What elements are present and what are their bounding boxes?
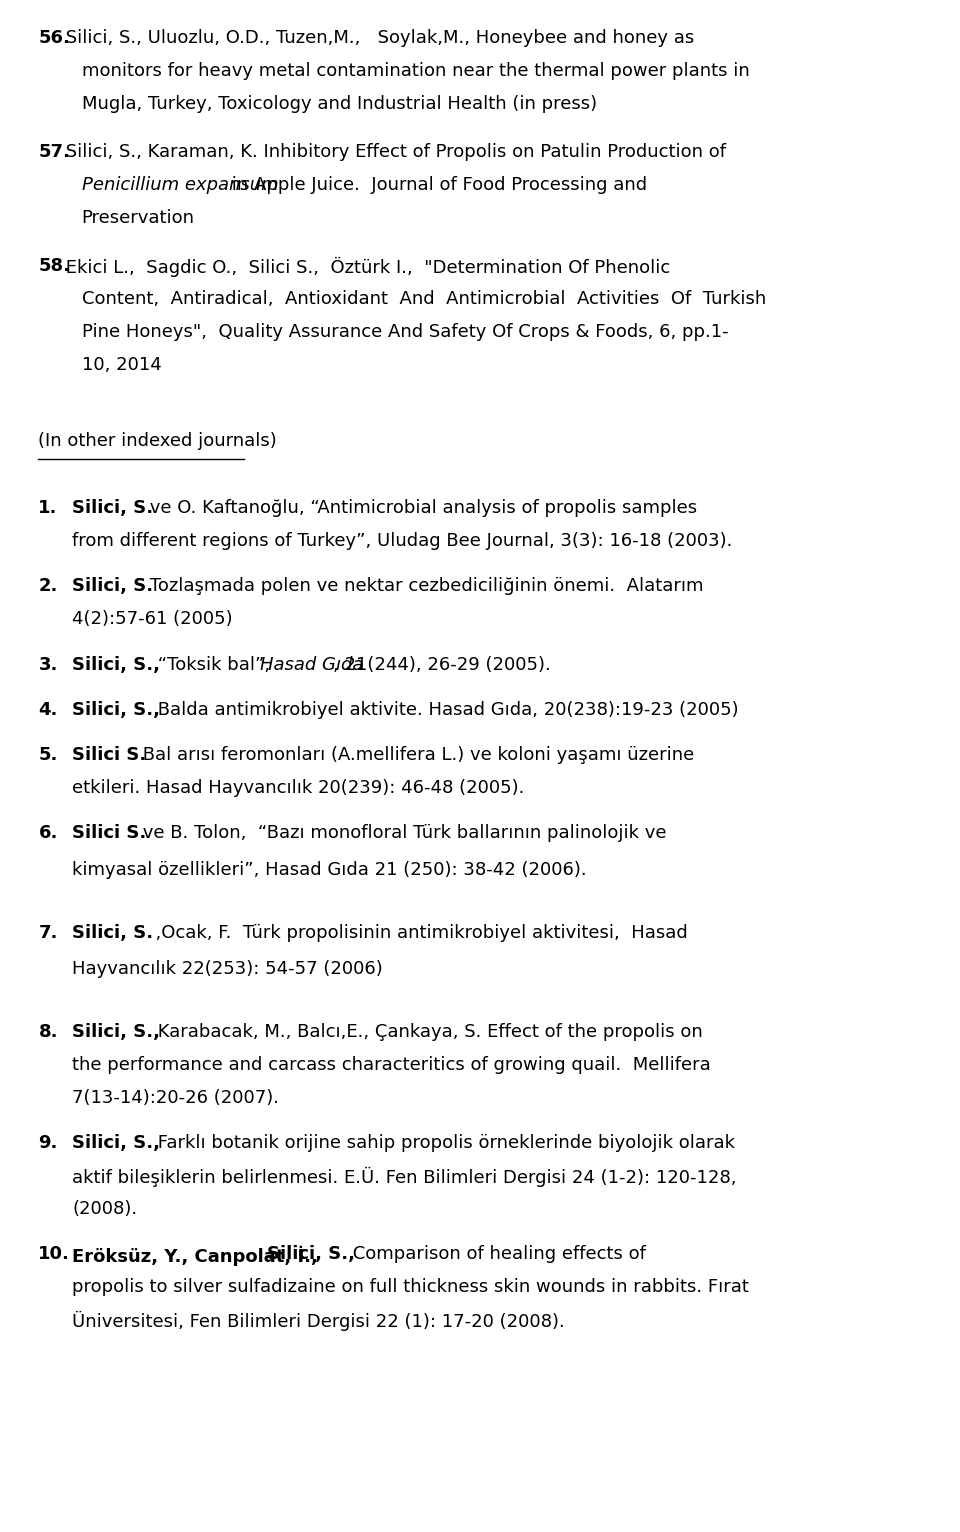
Text: Silici, S.: Silici, S. [72, 924, 154, 942]
Text: 8.: 8. [38, 1023, 58, 1042]
Text: Mugla, Turkey, Toxicology and Industrial Health (in press): Mugla, Turkey, Toxicology and Industrial… [82, 95, 597, 113]
Text: Üniversitesi, Fen Bilimleri Dergisi 22 (1): 17-20 (2008).: Üniversitesi, Fen Bilimleri Dergisi 22 (… [72, 1311, 564, 1331]
Text: 1.: 1. [38, 499, 58, 518]
Text: Silici, S.: Silici, S. [72, 499, 154, 518]
Text: 4.: 4. [38, 700, 58, 719]
Text: Preservation: Preservation [82, 208, 195, 227]
Text: Silici S.: Silici S. [72, 746, 146, 764]
Text: (In other indexed journals): (In other indexed journals) [38, 432, 277, 450]
Text: Silici, S.,: Silici, S., [268, 1246, 355, 1264]
Text: Silici, S.,: Silici, S., [72, 700, 160, 719]
Text: 3.: 3. [38, 656, 58, 674]
Text: Silici, S., Karaman, K. Inhibitory Effect of Propolis on Patulin Production of: Silici, S., Karaman, K. Inhibitory Effec… [60, 142, 726, 161]
Text: 7(13-14):20-26 (2007).: 7(13-14):20-26 (2007). [72, 1089, 279, 1108]
Text: “Toksik bal”,: “Toksik bal”, [152, 656, 276, 674]
Text: ,Ocak, F.  Türk propolisinin antimikrobiyel aktivitesi,  Hasad: ,Ocak, F. Türk propolisinin antimikrobiy… [144, 924, 688, 942]
Text: aktif bileşiklerin belirlenmesi. E.Ü. Fen Bilimleri Dergisi 24 (1-2): 120-128,: aktif bileşiklerin belirlenmesi. E.Ü. Fe… [72, 1167, 736, 1187]
Text: Silici, S.,: Silici, S., [72, 1134, 160, 1152]
Text: from different regions of Turkey”, Uludag Bee Journal, 3(3): 16-18 (2003).: from different regions of Turkey”, Uluda… [72, 532, 732, 550]
Text: Silici, S.,: Silici, S., [72, 1023, 160, 1042]
Text: ve O. Kaftanoğlu, “Antimicrobial analysis of propolis samples: ve O. Kaftanoğlu, “Antimicrobial analysi… [144, 499, 698, 518]
Text: Silici S.: Silici S. [72, 824, 146, 843]
Text: 10, 2014: 10, 2014 [82, 355, 161, 374]
Text: 56.: 56. [38, 29, 70, 47]
Text: Comparison of healing effects of: Comparison of healing effects of [348, 1246, 646, 1264]
Text: Farklı botanik orijine sahip propolis örneklerinde biyolojik olarak: Farklı botanik orijine sahip propolis ör… [152, 1134, 734, 1152]
Text: 57.: 57. [38, 142, 70, 161]
Text: 7.: 7. [38, 924, 58, 942]
Text: Eröksüz, Y., Canpolat, İ.,: Eröksüz, Y., Canpolat, İ., [72, 1246, 318, 1265]
Text: Hasad Gıda: Hasad Gıda [260, 656, 364, 674]
Text: 58.: 58. [38, 257, 70, 276]
Text: 5.: 5. [38, 746, 58, 764]
Text: 6.: 6. [38, 824, 58, 843]
Text: Silici, S.: Silici, S. [72, 578, 154, 596]
Text: , 21(244), 26-29 (2005).: , 21(244), 26-29 (2005). [332, 656, 550, 674]
Text: Balda antimikrobiyel aktivite. Hasad Gıda, 20(238):19-23 (2005): Balda antimikrobiyel aktivite. Hasad Gıd… [152, 700, 738, 719]
Text: Penicillium expansum: Penicillium expansum [82, 176, 278, 195]
Text: Hayvancılık 22(253): 54-57 (2006): Hayvancılık 22(253): 54-57 (2006) [72, 961, 383, 979]
Text: Content,  Antiradical,  Antioxidant  And  Antimicrobial  Activities  Of  Turkish: Content, Antiradical, Antioxidant And An… [82, 290, 766, 308]
Text: 10.: 10. [38, 1246, 70, 1264]
Text: Tozlaşmada polen ve nektar cezbediciliğinin önemi.  Alatarım: Tozlaşmada polen ve nektar cezbediciliği… [144, 578, 704, 596]
Text: etkileri. Hasad Hayvancılık 20(239): 46-48 (2005).: etkileri. Hasad Hayvancılık 20(239): 46-… [72, 778, 524, 797]
Text: the performance and carcass characteritics of growing quail.  Mellifera: the performance and carcass characteriti… [72, 1056, 710, 1074]
Text: monitors for heavy metal contamination near the thermal power plants in: monitors for heavy metal contamination n… [82, 61, 750, 80]
Text: Silici, S.,: Silici, S., [72, 656, 160, 674]
Text: in Apple Juice.  Journal of Food Processing and: in Apple Juice. Journal of Food Processi… [227, 176, 647, 195]
Text: Silici, S., Uluozlu, O.D., Tuzen,M.,   Soylak,M., Honeybee and honey as: Silici, S., Uluozlu, O.D., Tuzen,M., Soy… [60, 29, 694, 47]
Text: 4(2):57-61 (2005): 4(2):57-61 (2005) [72, 610, 232, 628]
Text: 2.: 2. [38, 578, 58, 596]
Text: 9.: 9. [38, 1134, 58, 1152]
Text: propolis to silver sulfadizaine on full thickness skin wounds in rabbits. Fırat: propolis to silver sulfadizaine on full … [72, 1278, 749, 1296]
Text: Karabacak, M., Balcı,E., Çankaya, S. Effect of the propolis on: Karabacak, M., Balcı,E., Çankaya, S. Eff… [152, 1023, 703, 1042]
Text: Pine Honeys",  Quality Assurance And Safety Of Crops & Foods, 6, pp.1-: Pine Honeys", Quality Assurance And Safe… [82, 323, 729, 342]
Text: Ekici L.,  Sagdic O.,  Silici S.,  Öztürk I.,  "Determination Of Phenolic: Ekici L., Sagdic O., Silici S., Öztürk I… [60, 257, 670, 277]
Text: (2008).: (2008). [72, 1200, 137, 1218]
Text: ve B. Tolon,  “Bazı monofloral Türk ballarının palinolojik ve: ve B. Tolon, “Bazı monofloral Türk balla… [137, 824, 666, 843]
Text: Bal arısı feromonları (A.mellifera L.) ve koloni yaşamı üzerine: Bal arısı feromonları (A.mellifera L.) v… [137, 746, 694, 764]
Text: kimyasal özellikleri”, Hasad Gıda 21 (250): 38-42 (2006).: kimyasal özellikleri”, Hasad Gıda 21 (25… [72, 861, 587, 879]
